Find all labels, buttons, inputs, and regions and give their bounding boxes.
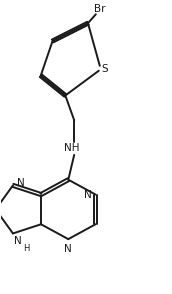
Text: H: H [24, 244, 30, 253]
Text: NH: NH [64, 143, 80, 153]
Text: N: N [14, 236, 22, 246]
Text: N: N [84, 190, 92, 200]
Text: Br: Br [94, 4, 106, 14]
Text: N: N [64, 244, 72, 254]
Text: N: N [17, 178, 25, 188]
Text: S: S [101, 64, 108, 74]
